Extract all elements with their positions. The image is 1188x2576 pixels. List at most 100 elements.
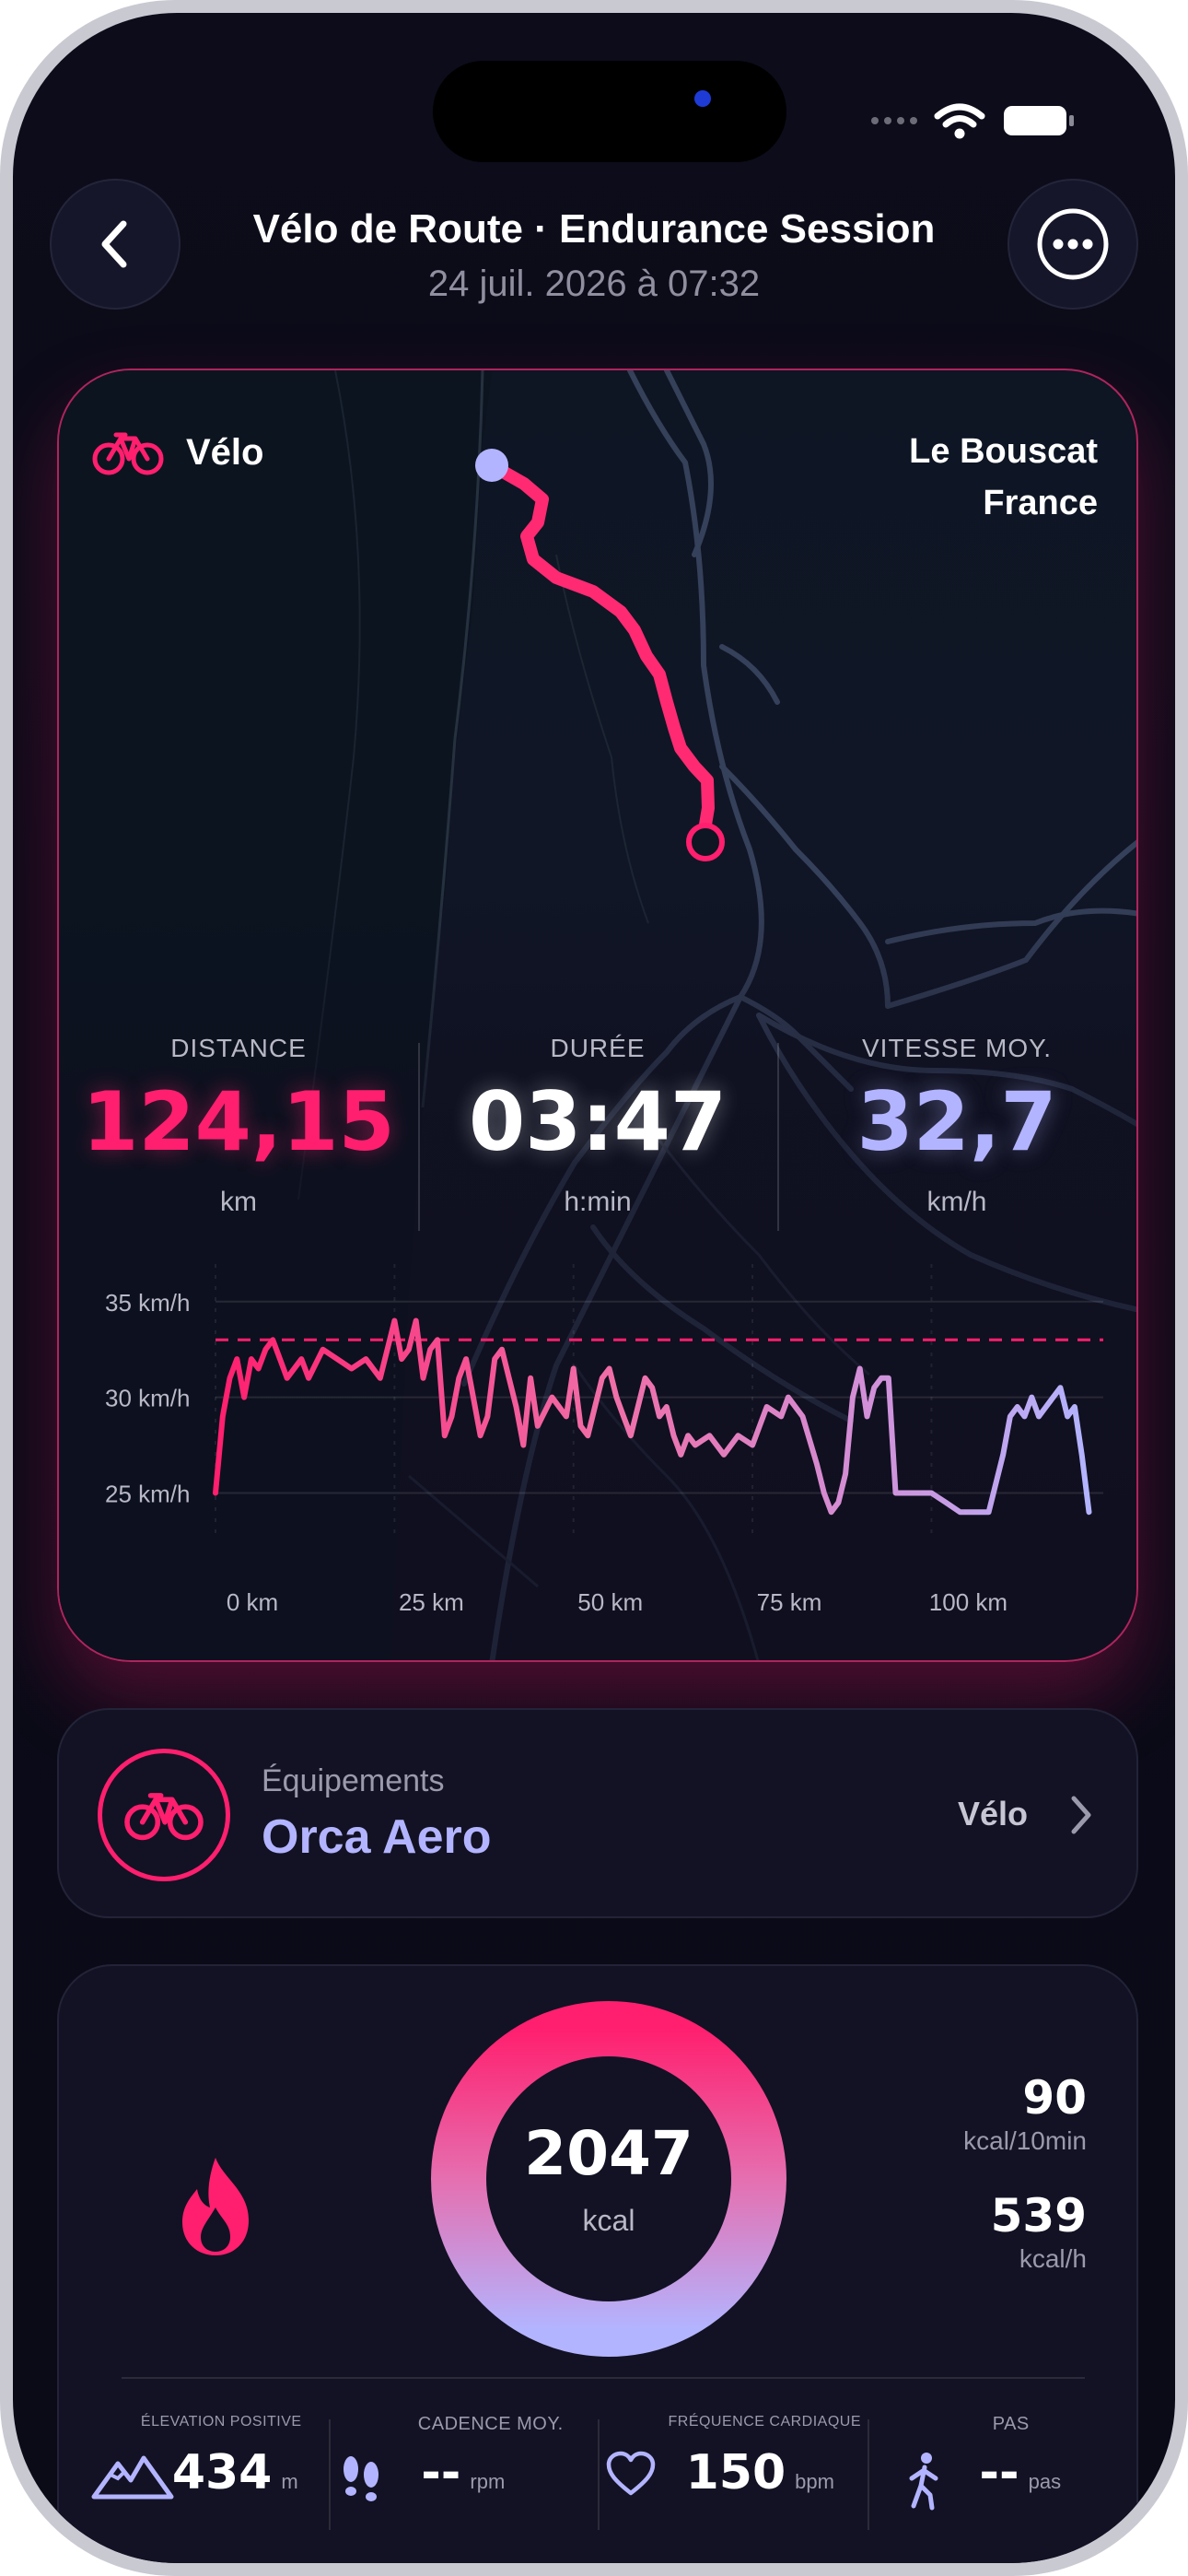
y-tick-label: 30 km/h — [105, 1385, 191, 1412]
equipment-name: Orca Aero — [262, 1810, 492, 1864]
speed-chart[interactable]: 35 km/h 30 km/h 25 km/h 0 km 25 km 50 km 75 k… — [59, 1264, 1138, 1633]
speed-data-point — [536, 1424, 540, 1428]
speed-data-point — [901, 1491, 904, 1494]
speed-data-point — [350, 1366, 354, 1370]
speed-data-point — [915, 1491, 919, 1494]
speed-data-point — [278, 1357, 282, 1361]
location-country: France — [983, 484, 1098, 522]
speed-data-point — [515, 1405, 518, 1409]
sport-label: Vélo — [186, 431, 264, 473]
page-title: Vélo de Route · Endurance Session — [252, 206, 936, 252]
calories-unit: kcal — [582, 2204, 635, 2237]
x-tick-label: 100 km — [929, 1588, 1007, 1616]
summary-stats: DISTANCE 124,15 km DURÉE 03:47 h:min VIT… — [59, 1034, 1136, 1236]
chevron-right-icon — [1071, 1796, 1091, 1834]
more-options-button[interactable] — [1007, 179, 1138, 310]
speed-series-line — [213, 1317, 1092, 1516]
speed-data-point — [959, 1510, 962, 1514]
status-bar — [871, 101, 1076, 140]
equipment-card[interactable]: Équipements Orca Aero Vélo — [57, 1708, 1138, 1918]
route-path — [485, 459, 715, 842]
metric-value-row: -- pas — [904, 2445, 1137, 2500]
speed-data-point — [786, 1396, 790, 1399]
stat-label: DURÉE — [550, 1034, 646, 1062]
stat-unit: h:min — [564, 1187, 632, 1217]
speed-data-point — [443, 1434, 447, 1437]
stat-value: 124,15 — [82, 1074, 395, 1169]
back-button[interactable] — [50, 179, 181, 310]
speed-data-point — [836, 1501, 840, 1505]
heart-rate-metric: FRÉQUENCE CARDIAQUE 150 bpm — [598, 2408, 868, 2547]
speed-data-point — [851, 1396, 855, 1399]
metric-label: ÉLEVATION POSITIVE — [140, 2414, 302, 2430]
x-tick-label: 75 km — [757, 1588, 822, 1616]
activity-date: 24 juil. 2026 à 07:32 — [427, 263, 761, 304]
calories-value: 2047 — [524, 2118, 693, 2189]
speed-data-point — [500, 1348, 504, 1352]
speed-data-point — [858, 1366, 862, 1370]
speed-data-point — [464, 1357, 468, 1361]
speed-data-point — [614, 1396, 618, 1399]
metric-value-row: 434 m — [142, 2445, 329, 2500]
speed-data-point — [679, 1453, 682, 1457]
speed-data-point — [908, 1491, 912, 1494]
speed-data-point — [285, 1376, 289, 1380]
speed-data-point — [572, 1366, 576, 1370]
route-map-card[interactable]: Vélo Le Bouscat France DISTANCE 124,15 k… — [57, 369, 1138, 1662]
sport-tag: Vélo — [90, 427, 263, 477]
speed-data-point — [221, 1414, 225, 1418]
speed-data-point — [414, 1319, 418, 1323]
bicycle-icon — [124, 1793, 204, 1841]
speed-data-point — [944, 1501, 948, 1505]
x-tick-label: 0 km — [227, 1588, 278, 1616]
speed-data-point — [815, 1462, 819, 1466]
speed-data-point — [751, 1444, 754, 1447]
speed-data-point — [586, 1434, 589, 1437]
rate-value: 539 — [990, 2189, 1087, 2242]
speed-data-point — [600, 1376, 604, 1380]
speed-data-point — [565, 1414, 568, 1418]
ellipsis-circle-icon — [1037, 208, 1109, 280]
speed-data-point — [929, 1491, 933, 1494]
speed-data-point — [271, 1338, 274, 1341]
speed-data-point — [321, 1348, 325, 1352]
equipment-kicker: Équipements — [262, 1763, 445, 1798]
speed-data-point — [299, 1357, 303, 1361]
speed-data-point — [987, 1510, 991, 1514]
duration-stat: DURÉE 03:47 h:min — [418, 1034, 777, 1236]
calories-ring — [431, 2001, 786, 2357]
cadence-metric: CADENCE MOY. -- rpm — [328, 2408, 599, 2547]
speed-data-point — [887, 1376, 891, 1380]
speed-data-point — [629, 1434, 633, 1437]
battery-icon — [1004, 106, 1074, 135]
speed-data-point — [879, 1376, 883, 1380]
metric-label: CADENCE MOY. — [417, 2414, 564, 2434]
metric-value: -- — [421, 2445, 461, 2500]
route-end-marker — [686, 823, 725, 861]
speed-data-point — [214, 1491, 217, 1494]
speed-data-point — [235, 1357, 239, 1361]
metric-unit: rpm — [470, 2470, 506, 2493]
speed-data-point — [650, 1386, 654, 1389]
speed-data-point — [1080, 1453, 1084, 1457]
metric-value-row: -- rpm — [329, 2445, 599, 2500]
calories-rate-hour: 539 kcal/h — [991, 2189, 1087, 2274]
rate-unit: kcal/10min — [963, 2126, 1087, 2155]
speed-data-point — [1073, 1405, 1077, 1409]
heart-icon — [606, 2451, 656, 2496]
speed-data-point — [242, 1396, 246, 1399]
metric-label: FRÉQUENCE CARDIAQUE — [668, 2414, 862, 2430]
metric-unit: bpm — [795, 2470, 834, 2493]
speed-data-point — [1037, 1414, 1041, 1418]
speed-data-point — [707, 1434, 711, 1437]
location-city: Le Bouscat — [909, 432, 1098, 471]
speed-data-point — [521, 1444, 525, 1447]
speed-data-point — [550, 1396, 553, 1399]
speed-data-point — [479, 1434, 483, 1437]
speed-data-point — [228, 1376, 232, 1380]
stat-value: 32,7 — [856, 1074, 1057, 1169]
speed-data-point — [529, 1376, 532, 1380]
bicycle-icon — [92, 432, 164, 475]
speed-data-point — [421, 1376, 425, 1380]
